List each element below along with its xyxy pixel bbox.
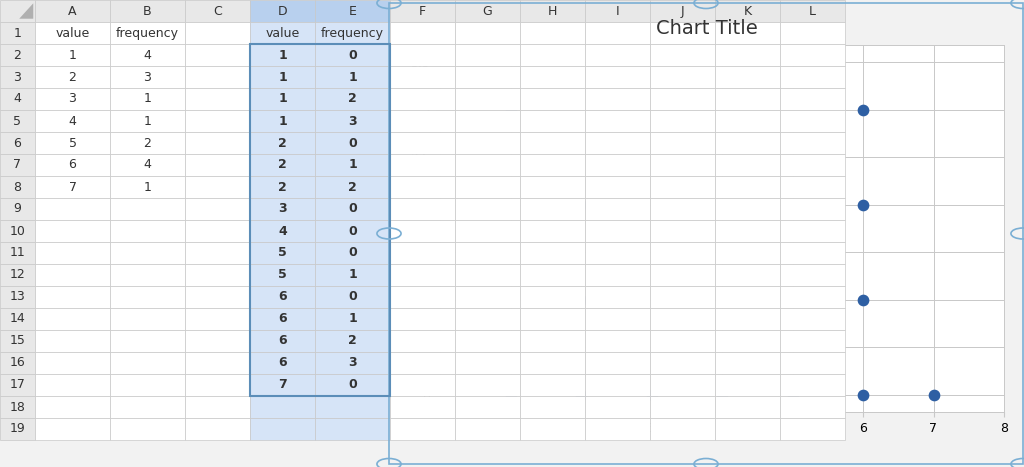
Text: 5: 5	[13, 114, 22, 127]
Text: 18: 18	[9, 401, 26, 413]
Text: F: F	[419, 5, 426, 17]
Text: 1: 1	[348, 312, 357, 325]
Point	[714, 391, 730, 399]
Text: 19: 19	[9, 423, 26, 436]
Text: D: D	[278, 5, 288, 17]
Text: 16: 16	[9, 356, 26, 369]
Text: 2: 2	[69, 71, 77, 84]
Text: E: E	[348, 5, 356, 17]
Text: 13: 13	[9, 290, 26, 304]
Text: 14: 14	[9, 312, 26, 325]
Text: 6: 6	[279, 312, 287, 325]
Text: 1: 1	[143, 181, 152, 193]
Text: 10: 10	[9, 225, 26, 238]
Point	[784, 296, 801, 304]
Point	[784, 391, 801, 399]
Text: 3: 3	[348, 356, 356, 369]
Text: 1: 1	[348, 158, 357, 171]
Text: 3: 3	[348, 114, 356, 127]
Text: 4: 4	[69, 114, 77, 127]
Text: frequency: frequency	[116, 27, 179, 40]
Text: 6: 6	[13, 136, 22, 149]
Text: 7: 7	[279, 378, 287, 391]
Text: 2: 2	[143, 136, 152, 149]
Point	[855, 296, 871, 304]
Point	[572, 296, 589, 304]
Text: K: K	[743, 5, 752, 17]
Text: G: G	[482, 5, 493, 17]
Text: 1: 1	[143, 92, 152, 106]
Text: 8: 8	[13, 181, 22, 193]
Text: 6: 6	[279, 356, 287, 369]
Text: frequency: frequency	[321, 27, 384, 40]
Point	[855, 391, 871, 399]
Text: 17: 17	[9, 378, 26, 391]
Text: 2: 2	[13, 49, 22, 62]
Text: 2: 2	[279, 181, 287, 193]
Text: 6: 6	[69, 158, 77, 171]
Text: 15: 15	[9, 334, 26, 347]
Text: J: J	[681, 5, 684, 17]
Point	[855, 106, 871, 113]
Text: 1: 1	[69, 49, 77, 62]
Text: H: H	[548, 5, 557, 17]
Text: 1: 1	[279, 114, 287, 127]
Text: 1: 1	[13, 27, 22, 40]
Text: 3: 3	[143, 71, 152, 84]
Text: 4: 4	[143, 49, 152, 62]
Text: 9: 9	[13, 203, 22, 215]
Text: 7: 7	[69, 181, 77, 193]
Text: 12: 12	[9, 269, 26, 282]
Point	[643, 391, 659, 399]
Point	[855, 201, 871, 208]
Text: 4: 4	[143, 158, 152, 171]
Text: 1: 1	[279, 92, 287, 106]
Text: I: I	[615, 5, 620, 17]
Text: 7: 7	[13, 158, 22, 171]
Text: 1: 1	[143, 114, 152, 127]
Text: 0: 0	[348, 247, 357, 260]
Text: 4: 4	[279, 225, 287, 238]
Point	[503, 391, 519, 399]
Text: value: value	[265, 27, 300, 40]
Point	[503, 296, 519, 304]
Point	[926, 391, 942, 399]
Text: Chart Title: Chart Title	[656, 19, 758, 37]
Text: 2: 2	[348, 334, 357, 347]
Text: 0: 0	[348, 203, 357, 215]
Text: 2: 2	[279, 158, 287, 171]
Text: 5: 5	[279, 269, 287, 282]
Text: 0: 0	[348, 49, 357, 62]
Text: 0: 0	[348, 225, 357, 238]
Text: 2: 2	[279, 136, 287, 149]
Text: 0: 0	[348, 378, 357, 391]
Point	[503, 106, 519, 113]
Text: 6: 6	[279, 334, 287, 347]
Text: 0: 0	[348, 290, 357, 304]
Text: value: value	[55, 27, 90, 40]
Text: C: C	[213, 5, 222, 17]
Text: 1: 1	[348, 269, 357, 282]
Point	[572, 201, 589, 208]
Text: 11: 11	[9, 247, 26, 260]
Text: B: B	[143, 5, 152, 17]
Text: 5: 5	[279, 247, 287, 260]
Text: 1: 1	[348, 71, 357, 84]
Text: 1: 1	[279, 71, 287, 84]
Text: 0: 0	[348, 136, 357, 149]
Text: L: L	[809, 5, 816, 17]
Text: 3: 3	[279, 203, 287, 215]
Text: 3: 3	[13, 71, 22, 84]
Point	[503, 201, 519, 208]
Text: 5: 5	[69, 136, 77, 149]
Point	[572, 391, 589, 399]
Text: A: A	[69, 5, 77, 17]
Text: 3: 3	[69, 92, 77, 106]
Text: 4: 4	[13, 92, 22, 106]
Text: 6: 6	[279, 290, 287, 304]
Text: 1: 1	[279, 49, 287, 62]
Text: 2: 2	[348, 92, 357, 106]
Text: 2: 2	[348, 181, 357, 193]
